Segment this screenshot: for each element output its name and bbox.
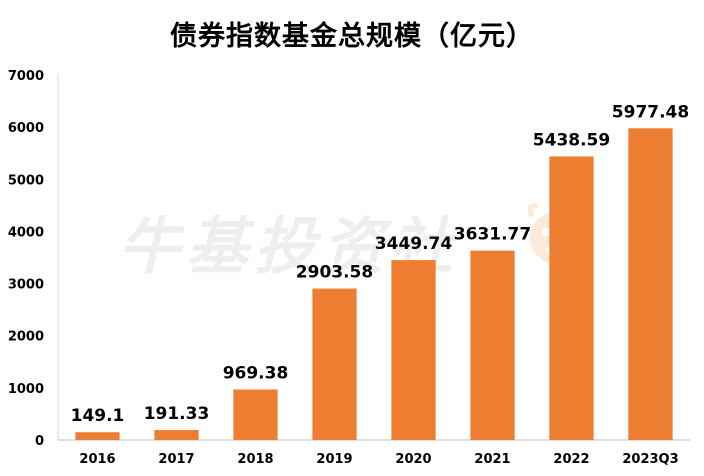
y-tick-label: 7000	[8, 69, 44, 84]
x-tick-label: 2022	[553, 452, 589, 467]
chart-title: 债券指数基金总规模（亿元）	[170, 21, 534, 52]
x-tick-label: 2016	[79, 452, 115, 467]
y-tick-label: 2000	[8, 330, 44, 345]
bar	[391, 260, 436, 440]
x-tick-label: 2023Q3	[622, 452, 678, 467]
data-label: 149.1	[71, 406, 125, 426]
data-label: 2903.58	[296, 263, 373, 283]
y-tick-label: 0	[35, 434, 44, 449]
bar	[312, 288, 357, 440]
bar	[628, 128, 673, 440]
data-label: 3449.74	[375, 234, 453, 254]
y-tick-label: 6000	[8, 121, 44, 136]
data-label: 969.38	[223, 363, 289, 383]
bar	[233, 389, 278, 440]
data-label: 5438.59	[533, 130, 610, 150]
x-tick-label: 2019	[316, 452, 352, 467]
y-tick-label: 5000	[8, 173, 44, 188]
bar	[549, 156, 594, 440]
x-tick-label: 2018	[237, 452, 273, 467]
y-tick-label: 3000	[8, 278, 44, 293]
data-label: 3631.77	[454, 225, 531, 245]
y-tick-label: 1000	[8, 382, 44, 397]
x-tick-label: 2021	[474, 452, 510, 467]
data-label: 5977.48	[612, 102, 689, 122]
bar	[75, 432, 120, 440]
bar	[470, 250, 515, 440]
x-tick-label: 2020	[395, 452, 431, 467]
bar	[154, 430, 199, 440]
y-tick-label: 4000	[8, 225, 44, 240]
data-label: 191.33	[144, 404, 210, 424]
x-tick-label: 2017	[158, 452, 194, 467]
